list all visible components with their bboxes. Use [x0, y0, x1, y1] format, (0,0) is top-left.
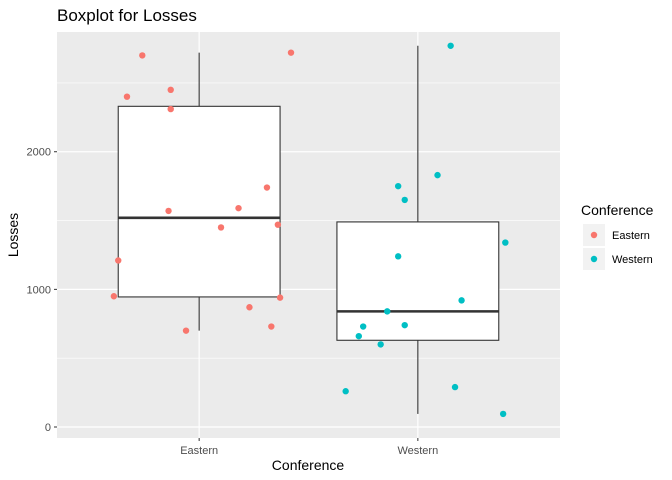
point-eastern — [246, 304, 253, 311]
y-axis-title: Losses — [5, 213, 21, 257]
point-eastern — [268, 323, 275, 330]
point-western — [499, 410, 507, 418]
point-eastern — [110, 293, 118, 300]
x-axis-title: Conference — [272, 457, 345, 473]
point-eastern — [287, 49, 295, 56]
point-eastern — [217, 224, 225, 231]
iqr-box — [117, 105, 281, 298]
point-eastern — [123, 93, 131, 100]
point-western — [394, 253, 402, 260]
point-western — [447, 42, 454, 49]
y-tick-label: 1000 — [27, 284, 51, 296]
point-western — [434, 171, 441, 179]
point-eastern — [139, 52, 146, 59]
legend-title: Conference — [581, 202, 654, 218]
chart-title: Boxplot for Losses — [57, 6, 197, 25]
point-western — [451, 383, 459, 391]
point-western — [458, 297, 465, 304]
legend-key-eastern — [590, 231, 598, 239]
x-tick-label: Western — [397, 445, 438, 457]
box-western — [336, 45, 500, 414]
point-eastern — [167, 105, 174, 113]
point-eastern — [274, 221, 282, 228]
point-western — [502, 239, 509, 246]
legend: Conference Eastern Western — [581, 202, 654, 270]
legend-label: Western — [612, 254, 653, 266]
point-eastern — [167, 86, 174, 94]
point-western — [384, 308, 391, 315]
y-axis: 0 1000 2000 — [27, 147, 57, 434]
point-western — [342, 388, 349, 395]
legend-label: Eastern — [612, 230, 650, 242]
point-western — [359, 323, 367, 330]
point-eastern — [165, 207, 172, 215]
point-western — [355, 332, 362, 340]
box-eastern — [117, 52, 281, 331]
point-eastern — [235, 204, 242, 212]
legend-key-western — [590, 255, 598, 263]
point-eastern — [182, 327, 190, 334]
x-tick-label: Eastern — [180, 445, 218, 457]
point-western — [394, 182, 402, 190]
point-eastern — [115, 257, 122, 264]
point-western — [401, 321, 408, 329]
iqr-box — [336, 221, 500, 341]
point-eastern — [263, 184, 271, 191]
x-axis: Eastern Western — [180, 438, 438, 457]
y-tick-label: 0 — [45, 422, 51, 434]
boxes — [117, 45, 500, 414]
data-points — [110, 42, 509, 418]
y-tick-label: 2000 — [27, 147, 51, 159]
point-eastern — [276, 294, 284, 301]
point-western — [377, 341, 384, 348]
point-western — [401, 196, 408, 204]
